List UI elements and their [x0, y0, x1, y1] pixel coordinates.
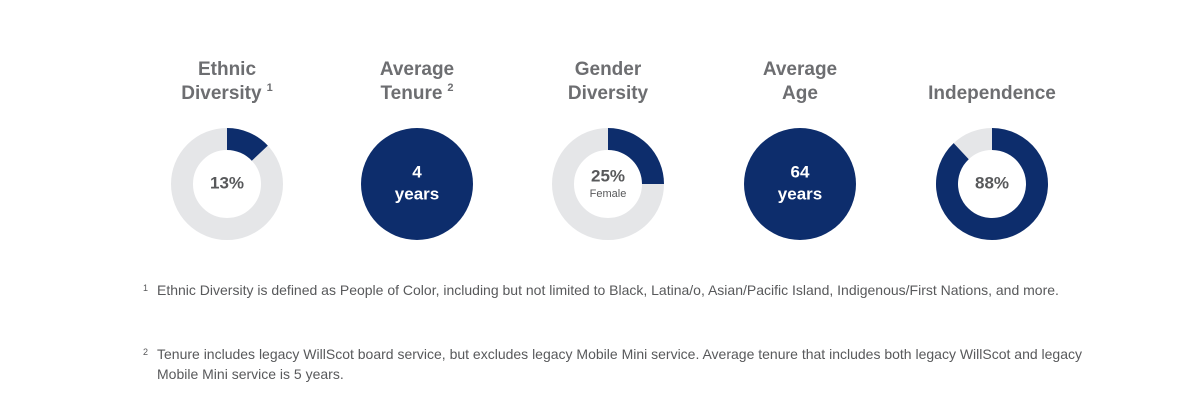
stat-value: years — [395, 184, 439, 203]
donut-arc — [936, 128, 1049, 240]
stat-value: 13% — [210, 173, 244, 192]
stat-title-text: Average — [763, 59, 837, 80]
stat-title-text: Tenure — [380, 83, 442, 104]
stat-title-text: Ethnic — [198, 59, 256, 80]
footnote: 1 Ethnic Diversity is defined as People o… — [143, 280, 1118, 300]
stat-title-text: Age — [782, 83, 818, 104]
stat-title-text: Gender — [575, 59, 642, 80]
footnote: 2 Tenure includes legacy WillScot board s… — [143, 344, 1118, 384]
stat-title: Ethnic — [198, 59, 256, 80]
stat-title: Average — [380, 59, 454, 80]
footnote-text: Tenure includes legacy WillScot board se… — [157, 346, 1082, 382]
stat-value: 88% — [975, 173, 1009, 192]
stat-title-text: Independence — [928, 83, 1056, 104]
stat-title: Gender — [575, 59, 642, 80]
footnote-ref: 2 — [447, 82, 453, 94]
stat-title-text: Diversity — [181, 83, 262, 104]
stat-title: Independence — [928, 83, 1056, 104]
footnote-text: Ethnic Diversity is defined as People of… — [157, 282, 1059, 298]
stat-value: 25% — [591, 166, 625, 185]
stat-value: 64 — [791, 162, 810, 181]
stat-value: 4 — [412, 162, 422, 181]
stats-panel: Ethnic Diversity 1 13% Average Tenure 2 4 years G… — [171, 59, 1056, 240]
stat-title: Age — [782, 83, 818, 104]
stat-title: Diversity 1 — [181, 82, 272, 104]
footnote-ref: 1 — [267, 82, 273, 94]
stat-sublabel: Female — [590, 188, 627, 200]
donut-arc — [227, 128, 268, 161]
stat-title: Average — [763, 59, 837, 80]
stat-circle — [744, 128, 856, 240]
stat-title: Diversity — [568, 83, 649, 104]
stat-circle — [361, 128, 473, 240]
donut-arc — [608, 128, 664, 184]
stat-title: Tenure 2 — [380, 82, 453, 104]
stat-title-text: Average — [380, 59, 454, 80]
footnote-marker: 2 — [143, 347, 149, 357]
stat-value: years — [778, 184, 822, 203]
footnote-marker: 1 — [143, 283, 149, 293]
stat-title-text: Diversity — [568, 83, 649, 104]
